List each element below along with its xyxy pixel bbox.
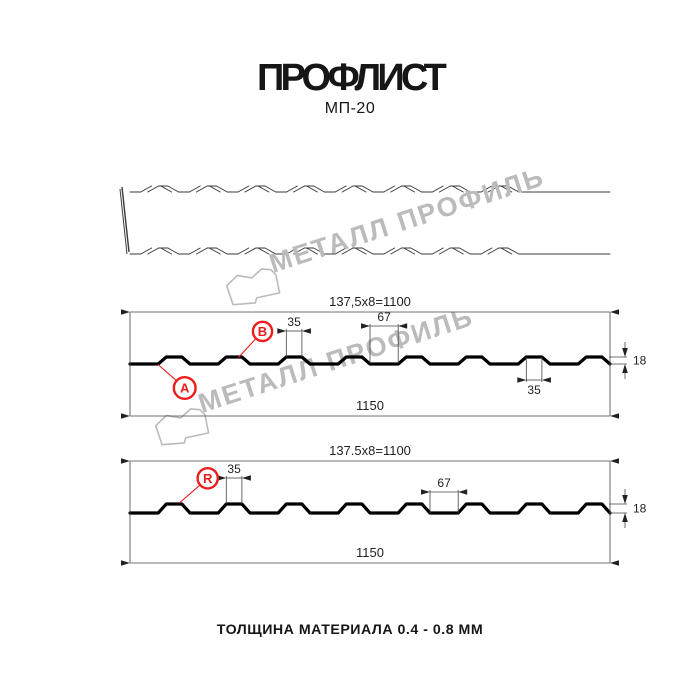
svg-text:18: 18 [633, 502, 647, 516]
svg-text:B: B [258, 324, 267, 339]
svg-text:A: A [180, 381, 190, 396]
svg-text:МЕТАЛЛ ПРОФИЛЬ: МЕТАЛЛ ПРОФИЛЬ [195, 301, 478, 418]
svg-text:67: 67 [377, 310, 391, 324]
svg-text:35: 35 [287, 315, 301, 329]
svg-text:1150: 1150 [356, 545, 384, 560]
svg-text:18: 18 [633, 354, 647, 368]
svg-text:67: 67 [437, 476, 451, 490]
svg-text:137,5x8=1100: 137,5x8=1100 [329, 294, 411, 309]
svg-text:35: 35 [227, 462, 241, 476]
svg-text:МЕТАЛЛ ПРОФИЛЬ: МЕТАЛЛ ПРОФИЛЬ [266, 161, 549, 278]
svg-text:35: 35 [527, 383, 541, 397]
svg-text:R: R [203, 471, 213, 486]
svg-text:1150: 1150 [356, 398, 384, 413]
svg-text:137.5x8=1100: 137.5x8=1100 [329, 443, 411, 458]
